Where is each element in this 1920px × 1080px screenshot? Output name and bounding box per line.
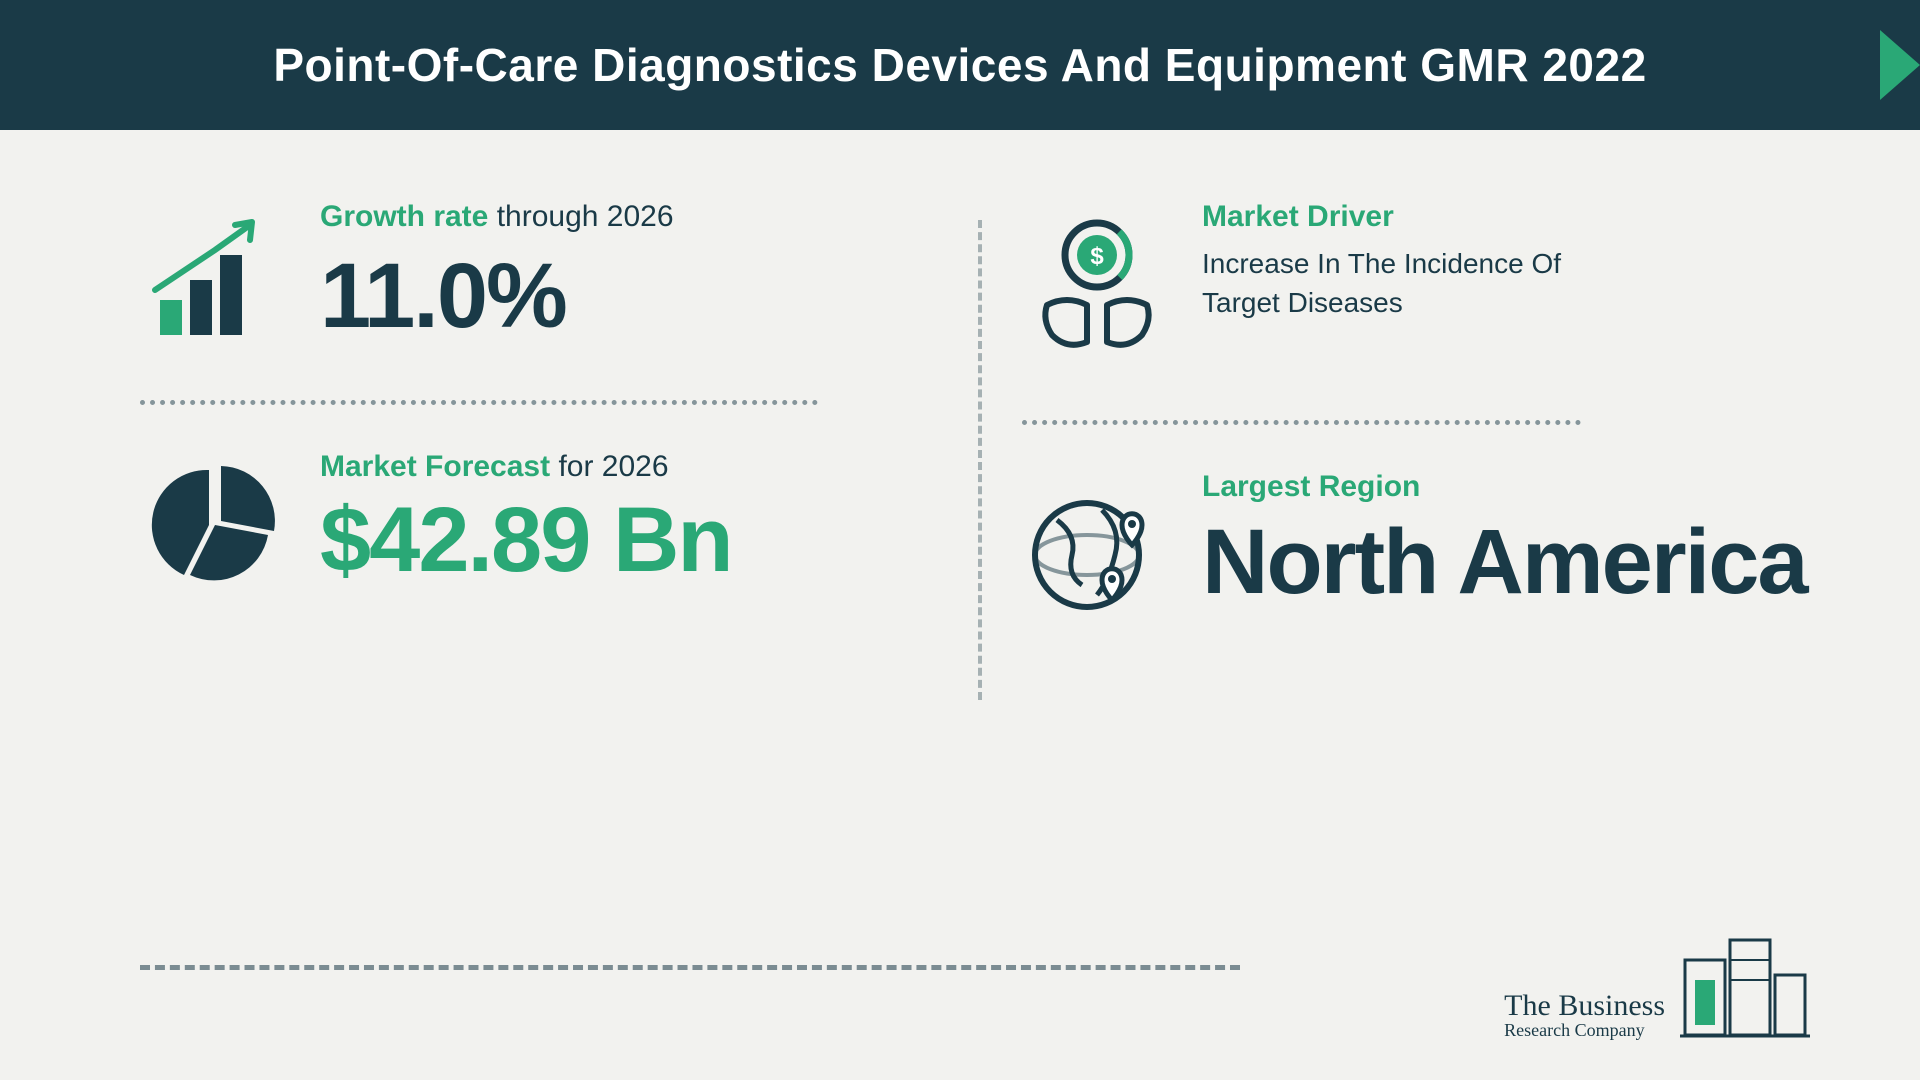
logo-line1: The Business — [1504, 990, 1665, 1022]
forecast-label: Market Forecast for 2026 — [320, 450, 732, 484]
bottom-dashed-line — [140, 965, 1240, 970]
region-label: Largest Region — [1202, 470, 1807, 504]
logo-buildings-icon — [1680, 930, 1810, 1040]
growth-text: Growth rate through 2026 11.0% — [320, 200, 674, 349]
region-section: Largest Region North America — [1022, 470, 1820, 630]
region-value: North America — [1202, 514, 1807, 611]
pie-chart-icon — [140, 450, 290, 590]
right-column: $ Market Driver Increase In The Incidenc… — [1022, 200, 1820, 1040]
growth-label: Growth rate through 2026 — [320, 200, 674, 234]
growth-value: 11.0% — [320, 244, 674, 349]
header-arrow-icon — [1880, 30, 1920, 100]
growth-chart-icon — [140, 200, 290, 350]
forecast-text: Market Forecast for 2026 $42.89 Bn — [320, 450, 732, 586]
driver-body: Increase In The Incidence Of Target Dise… — [1202, 244, 1622, 322]
vertical-divider — [978, 220, 982, 700]
forecast-label-accent: Market Forecast — [320, 450, 550, 483]
header-bar: Point-Of-Care Diagnostics Devices And Eq… — [0, 0, 1920, 130]
driver-label: Market Driver — [1202, 200, 1622, 234]
hands-money-icon: $ — [1022, 200, 1172, 360]
company-logo: The Business Research Company — [1504, 930, 1810, 1040]
growth-label-accent: Growth rate — [320, 200, 488, 233]
svg-text:$: $ — [1090, 243, 1104, 270]
logo-text: The Business Research Company — [1504, 990, 1665, 1040]
driver-text: Market Driver Increase In The Incidence … — [1202, 200, 1622, 322]
dotted-divider — [1022, 420, 1581, 425]
growth-section: Growth rate through 2026 11.0% — [140, 200, 938, 350]
forecast-label-rest: for 2026 — [550, 450, 668, 483]
dotted-divider — [140, 400, 818, 405]
forecast-section: Market Forecast for 2026 $42.89 Bn — [140, 450, 938, 590]
driver-label-accent: Market Driver — [1202, 200, 1394, 233]
globe-pin-icon — [1022, 470, 1172, 630]
driver-section: $ Market Driver Increase In The Incidenc… — [1022, 200, 1820, 360]
content-area: Growth rate through 2026 11.0% Market Fo… — [0, 130, 1920, 1080]
growth-label-rest: through 2026 — [488, 200, 673, 233]
forecast-value: $42.89 Bn — [320, 494, 732, 586]
page-title: Point-Of-Care Diagnostics Devices And Eq… — [273, 38, 1646, 92]
region-label-accent: Largest Region — [1202, 470, 1420, 503]
region-text: Largest Region North America — [1202, 470, 1807, 611]
logo-line2: Research Company — [1504, 1021, 1665, 1040]
left-column: Growth rate through 2026 11.0% Market Fo… — [140, 200, 938, 1040]
